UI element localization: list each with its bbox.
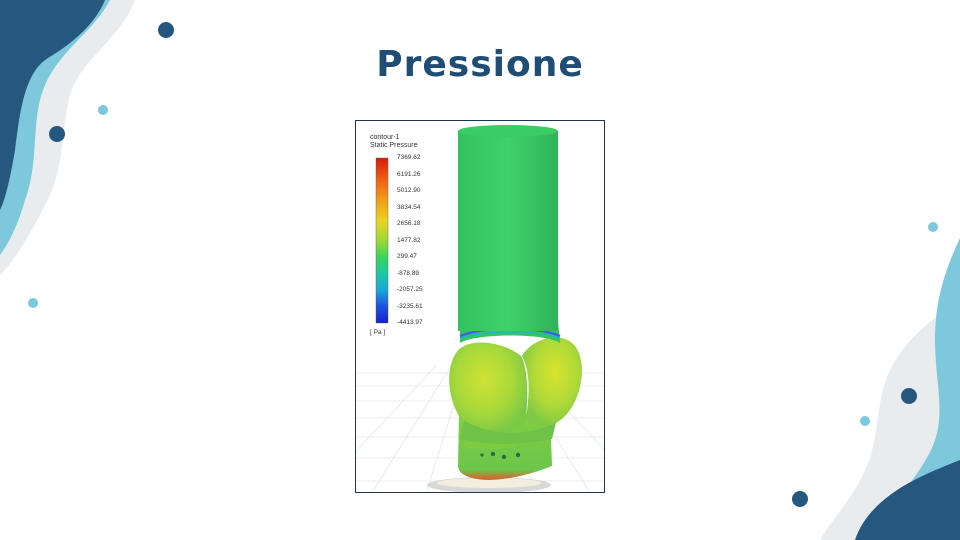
cylinder-top bbox=[458, 125, 558, 137]
colorbar-tick: 2656.18 bbox=[397, 220, 421, 227]
colorbar bbox=[375, 157, 389, 324]
deco-dot bbox=[901, 388, 917, 404]
deco-dot bbox=[158, 22, 174, 38]
colorbar-tick: -2057.25 bbox=[397, 286, 423, 293]
main-cylinder bbox=[458, 131, 558, 331]
slide-title: Pressione bbox=[376, 44, 584, 85]
colorbar-tick: 6191.26 bbox=[397, 171, 421, 178]
deco-dot bbox=[928, 222, 938, 232]
deco-dot bbox=[792, 491, 808, 507]
colorbar-tick: -3235.61 bbox=[397, 303, 423, 310]
colorbar-tick: 1477.82 bbox=[397, 237, 421, 244]
deco-dot bbox=[98, 105, 108, 115]
pressure-contour-image: contour-1 Static Pressure 7369.62 6191.2… bbox=[355, 120, 605, 493]
legend-contour-name: contour-1 bbox=[370, 134, 400, 141]
colorbar-tick: 7369.62 bbox=[397, 154, 421, 161]
colorbar-tick: -878.89 bbox=[397, 270, 420, 277]
colorbar-tick: 3834.54 bbox=[397, 204, 421, 211]
deco-dark-blob-top-left bbox=[0, 0, 105, 210]
cfd-render bbox=[356, 125, 604, 492]
deco-dot bbox=[49, 126, 65, 142]
deco-dot bbox=[860, 416, 870, 426]
legend-unit: [ Pa ] bbox=[370, 329, 386, 336]
deco-light-blob-bottom-right bbox=[875, 238, 960, 540]
colorbar-tick: 5012.90 bbox=[397, 187, 421, 194]
bulge-right bbox=[522, 337, 582, 427]
colorbar-tick: -4413.97 bbox=[397, 319, 423, 326]
colorbar-tick: 299.47 bbox=[397, 253, 417, 260]
bulge-left bbox=[449, 342, 528, 436]
deco-dark-blob-bottom-right bbox=[855, 460, 960, 540]
deco-dot bbox=[28, 298, 38, 308]
legend-quantity: Static Pressure bbox=[370, 142, 418, 149]
